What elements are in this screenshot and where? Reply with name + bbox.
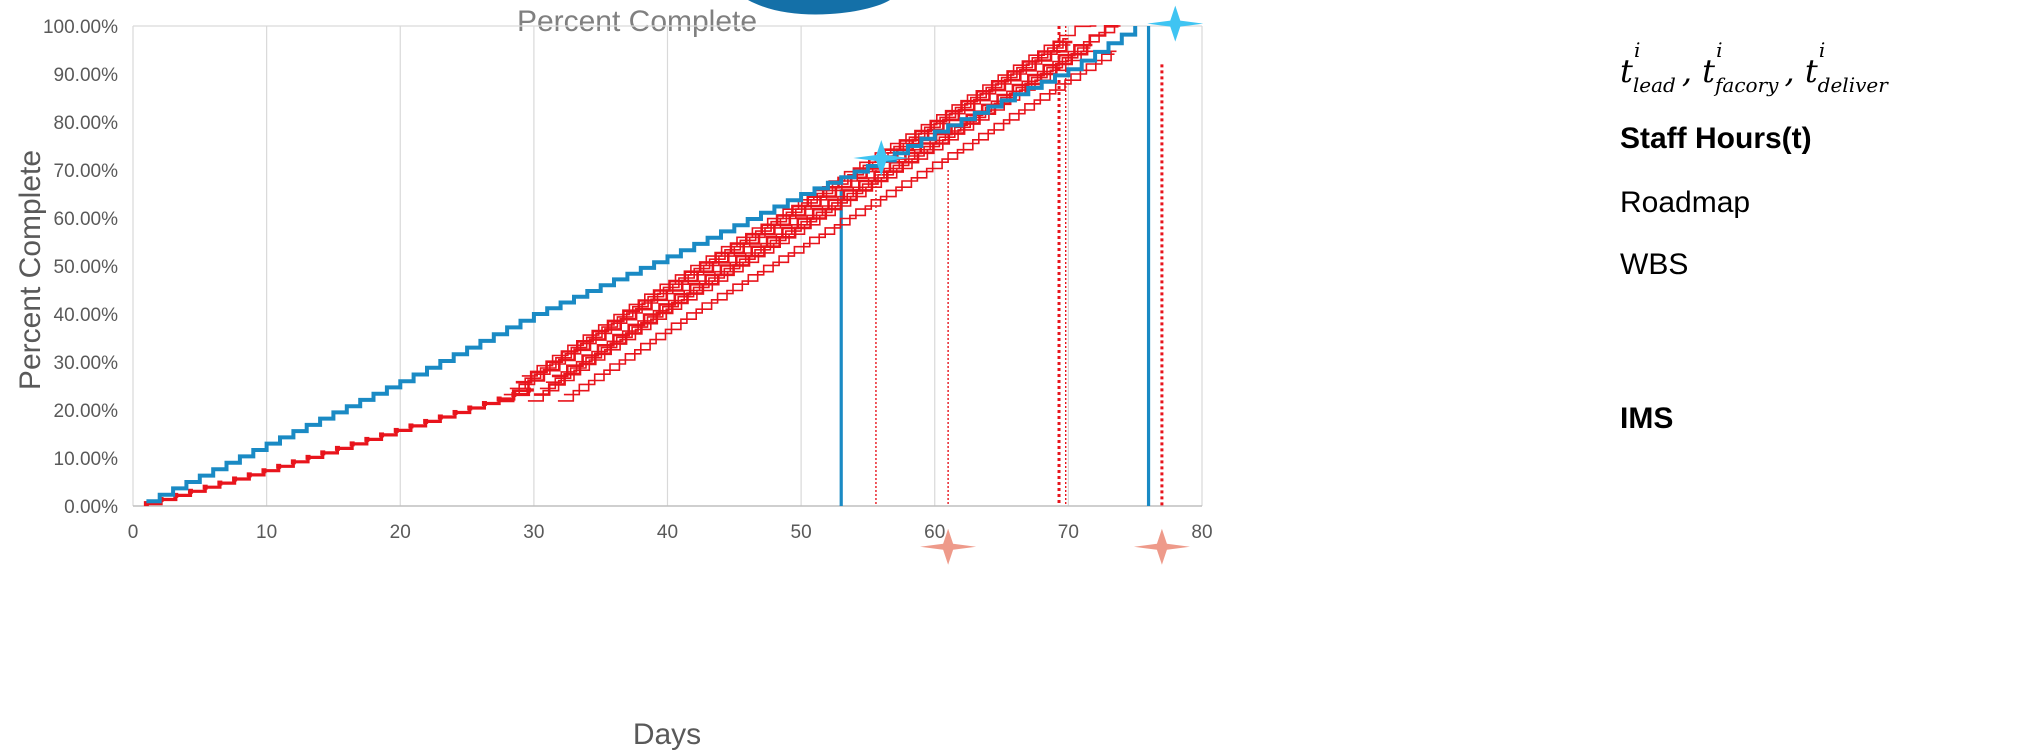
x-tick-label: 60	[924, 522, 945, 543]
percent-complete-chart: Percent Complete 0.00% 10.00% 20.00% 30.00%…	[14, 0, 1213, 751]
y-tick-label: 50.00%	[54, 257, 119, 278]
series-lines	[143, 25, 1138, 507]
t-deliver-term: t i deliver	[1804, 38, 1888, 97]
star-marker	[1147, 5, 1204, 42]
red-point	[143, 501, 149, 507]
time-variables-label: t i lead, t i facory, t i deliver	[1620, 38, 1888, 97]
red-point	[217, 480, 223, 486]
red-point	[173, 492, 179, 498]
red-point	[408, 423, 414, 429]
wbs-label: WBS	[1620, 248, 1689, 281]
x-tick-label: 70	[1058, 522, 1079, 543]
plan-series-line	[146, 26, 1138, 504]
red-run-series	[497, 40, 1073, 403]
y-tick-label: 10.00%	[54, 449, 119, 470]
red-run-series	[557, 50, 1117, 402]
y-tick-label: 20.00%	[54, 401, 119, 422]
x-tick-label: 0	[128, 522, 139, 543]
red-run-series	[563, 53, 1115, 396]
y-axis-title: Percent Complete	[14, 150, 47, 390]
red-point	[437, 414, 443, 420]
red-point	[305, 454, 311, 460]
roadmap-label: Roadmap	[1620, 186, 1751, 219]
y-tick-label: 0.00%	[64, 497, 118, 518]
reference-lines	[839, 26, 1164, 506]
red-point	[364, 436, 370, 442]
gridlines	[132, 25, 1203, 507]
red-point	[349, 441, 355, 447]
x-tick-label: 40	[657, 522, 678, 543]
red-point	[320, 450, 326, 456]
t-factory-term: t i facory	[1702, 38, 1779, 97]
red-point	[379, 432, 385, 438]
red-point	[526, 387, 532, 393]
x-tick-label: 30	[523, 522, 544, 543]
red-point	[232, 476, 238, 482]
red-point	[481, 400, 487, 406]
red-point	[187, 488, 193, 494]
red-run-series	[545, 25, 1121, 383]
star-marker	[1133, 528, 1190, 565]
red-point	[276, 463, 282, 469]
red-run-series	[515, 40, 1067, 384]
y-tick-label: 60.00%	[54, 209, 119, 230]
y-tick-label: 40.00%	[54, 305, 119, 326]
star-marker	[853, 140, 910, 176]
red-point	[246, 472, 252, 478]
red-run-series	[551, 25, 1119, 378]
x-axis-title: Days	[633, 718, 701, 751]
red-point	[467, 405, 473, 411]
red-point	[334, 445, 340, 451]
y-tick-label: 70.00%	[54, 161, 119, 182]
x-axis-ticks: 0 10 20 30 40 50 60 70 80	[128, 522, 1213, 543]
star-marker	[920, 528, 977, 565]
red-run-series	[509, 38, 1069, 390]
y-tick-label: 80.00%	[54, 113, 119, 134]
staff-hours-label: Staff Hours(t)	[1620, 122, 1812, 155]
red-point	[290, 459, 296, 465]
y-tick-label: 90.00%	[54, 65, 119, 86]
red-point	[423, 418, 429, 424]
x-tick-label: 20	[390, 522, 411, 543]
x-tick-label: 50	[791, 522, 812, 543]
ims-label: IMS	[1620, 402, 1674, 435]
x-tick-label: 80	[1191, 522, 1212, 543]
red-point	[496, 396, 502, 402]
red-point	[452, 409, 458, 415]
y-tick-label: 30.00%	[54, 353, 119, 374]
title-swoosh-decoration	[748, 0, 890, 15]
red-point	[261, 468, 267, 474]
t-lead-term: t i lead	[1620, 38, 1676, 97]
red-point	[202, 484, 208, 490]
x-tick-label: 10	[256, 522, 277, 543]
star-markers	[853, 5, 1204, 565]
y-tick-label: 100.00%	[43, 17, 118, 38]
y-axis-ticks: 0.00% 10.00% 20.00% 30.00% 40.00% 50.00% 60.00…	[43, 17, 118, 518]
red-point	[393, 427, 399, 433]
red-point	[511, 392, 517, 398]
chart-title: Percent Complete	[517, 5, 757, 38]
